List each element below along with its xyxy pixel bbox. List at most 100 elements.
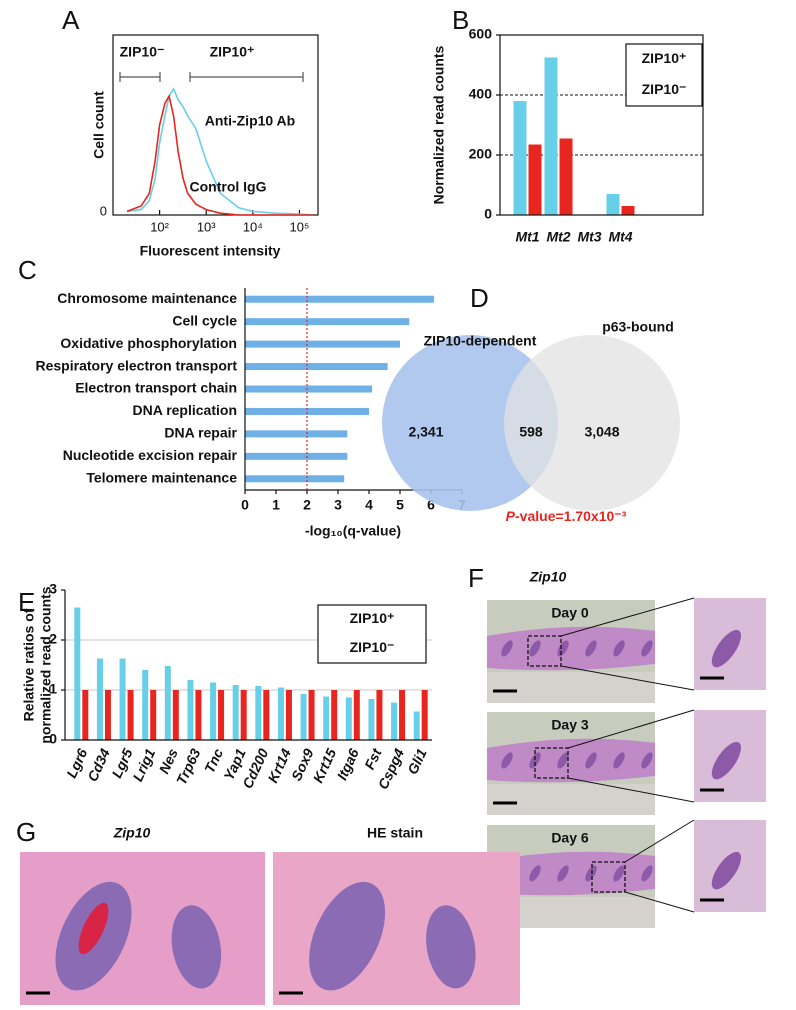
follicle — [711, 851, 742, 890]
bar — [245, 385, 373, 393]
bar — [376, 690, 383, 740]
bar — [82, 690, 89, 740]
bar — [368, 699, 375, 740]
bar — [263, 690, 270, 740]
zoom-line — [624, 819, 695, 913]
image-label: Day 0 — [551, 605, 589, 621]
zoom-box — [527, 635, 562, 667]
micrograph — [20, 852, 265, 1005]
bar — [245, 407, 369, 415]
image-lower — [487, 784, 655, 815]
axes — [64, 590, 432, 741]
y-tick-label: DNA repair — [164, 425, 237, 441]
follicle — [309, 881, 386, 991]
bar — [104, 690, 111, 740]
gate-line — [119, 72, 161, 82]
bar — [621, 206, 635, 215]
panel-label: A — [62, 5, 80, 35]
zoom-line — [567, 709, 695, 803]
bar — [559, 138, 573, 215]
follicle — [171, 905, 222, 989]
legend-box — [317, 604, 427, 664]
x-tick-label: Mt2 — [546, 229, 570, 245]
zoom-line — [560, 597, 695, 691]
x-tick-label: 4 — [365, 497, 373, 513]
x-tick-label: 6 — [427, 497, 435, 513]
y-tick-label: 2 — [49, 631, 57, 647]
x-tick-label: Mt1 — [515, 229, 539, 245]
stain — [78, 902, 109, 955]
y-tick-label: 1 — [49, 681, 57, 697]
bar — [353, 690, 360, 740]
x-tick-label: 3 — [334, 497, 342, 513]
image-band — [487, 738, 655, 783]
set-label: ZIP10-dependent — [424, 333, 537, 349]
bar — [277, 687, 284, 740]
gate-line — [189, 72, 304, 82]
bar — [285, 690, 292, 740]
micrograph — [694, 710, 766, 802]
image-label: Day 3 — [551, 717, 589, 733]
y-tick-label: 0 — [100, 203, 107, 218]
series-label: Anti-Zip10 Ab — [205, 113, 295, 129]
bar — [164, 666, 171, 740]
follicle — [529, 865, 541, 882]
x-axis-label: Fluorescent intensity — [140, 243, 281, 259]
x-tick-label: Mt4 — [608, 229, 632, 245]
follicle — [613, 752, 625, 769]
legend-entry: ZIP10⁺ — [642, 50, 687, 66]
panel-label: D — [470, 283, 489, 313]
region-count: 2,341 — [408, 424, 443, 440]
zoom-box — [534, 747, 569, 779]
bar — [74, 607, 81, 740]
panel-title: Zip10 — [113, 825, 151, 841]
panel-label: F — [468, 563, 484, 593]
plot-frame — [112, 34, 319, 216]
follicle — [557, 752, 569, 769]
gate-label: ZIP10⁺ — [210, 44, 255, 60]
venn-set — [382, 335, 558, 511]
follicle — [711, 741, 742, 780]
image-bg — [273, 852, 520, 1005]
follicle — [613, 865, 625, 882]
p-text: -value=1.70x10⁻³ — [515, 508, 627, 524]
panel-label: E — [18, 587, 35, 617]
bar — [142, 670, 149, 740]
bar — [187, 680, 194, 740]
bar — [255, 686, 262, 740]
region-count: 598 — [519, 424, 543, 440]
y-tick-label: Cell cycle — [172, 312, 237, 328]
follicle — [641, 865, 653, 882]
y-tick-label: 400 — [469, 86, 493, 102]
legend-entry: ZIP10⁻ — [642, 81, 687, 97]
y-tick-label: Nucleotide excision repair — [63, 447, 238, 463]
follicle — [585, 865, 597, 882]
bar — [245, 318, 410, 326]
bar — [399, 690, 406, 740]
plot-frame — [499, 34, 704, 216]
panel-label: C — [18, 255, 37, 285]
micrograph — [273, 852, 520, 1005]
follicle — [557, 640, 569, 657]
y-tick-label: DNA replication — [133, 402, 238, 418]
y-tick-label: 600 — [469, 26, 493, 42]
x-tick-label: 5 — [396, 497, 404, 513]
x-tick-label: 10⁴ — [243, 219, 263, 234]
y-axis-label: Normalized read counts — [431, 45, 447, 204]
venn-set — [504, 335, 680, 511]
bar — [127, 690, 134, 740]
x-tick-label: 1 — [272, 497, 280, 513]
gate-label: ZIP10⁻ — [120, 44, 165, 60]
x-tick-label: 0 — [241, 497, 249, 513]
x-tick-label: 10³ — [197, 219, 216, 234]
follicle — [501, 640, 513, 657]
y-tick-label: Respiratory electron transport — [36, 357, 238, 373]
panel-label: G — [16, 817, 36, 847]
panel-title: HE stain — [367, 825, 423, 841]
bar — [421, 690, 428, 740]
legend-entry: ZIP10⁺ — [350, 610, 395, 626]
bar — [391, 702, 398, 740]
x-tick-label: 10² — [150, 219, 169, 234]
y-tick-label: Oxidative phosphorylation — [60, 335, 237, 351]
